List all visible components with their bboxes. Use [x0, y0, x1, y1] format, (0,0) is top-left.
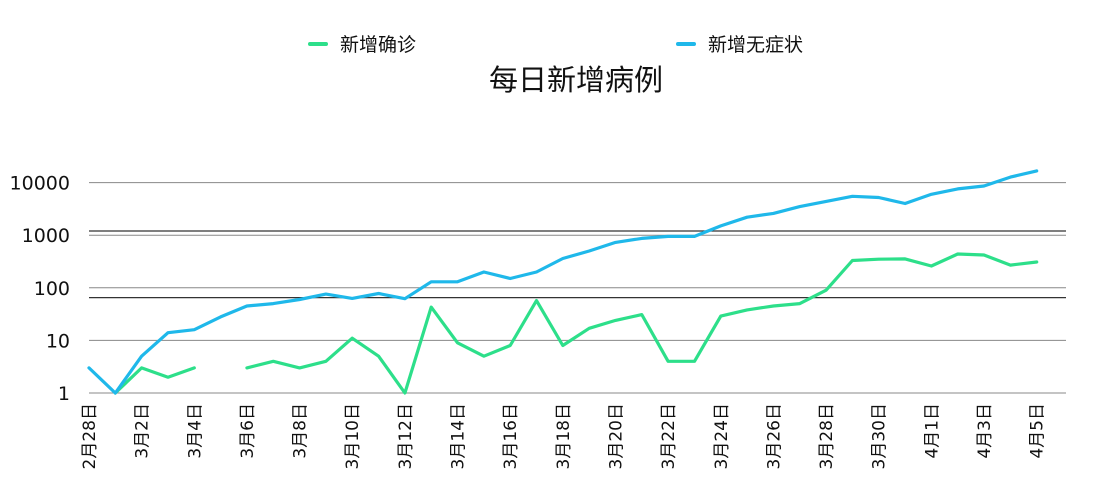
y-tick-label: 1 [58, 383, 70, 405]
y-tick-label: 1000 [22, 225, 70, 247]
x-tick-label: 3月30日 [870, 403, 890, 469]
legend-label-confirmed: 新增确诊 [340, 34, 416, 56]
x-axis-tick-labels: 2月28日 3月2日 3月4日 3月6日 3月8日 3月10日 3月12日 3月14日 3月16… [80, 403, 1048, 469]
legend: 新增确诊 新增无症状 [308, 34, 803, 56]
x-tick-label: 3月24日 [712, 403, 732, 469]
x-tick-label: 2月28日 [80, 403, 100, 469]
gridlines [89, 182, 1066, 394]
x-tick-label: 3月22日 [659, 403, 679, 469]
x-tick-label: 3月4日 [185, 403, 205, 459]
x-tick-label: 3月14日 [449, 403, 469, 469]
series-line-confirmed [113, 252, 1039, 395]
x-tick-label: 4月5日 [1028, 403, 1048, 459]
legend-item-asymptomatic: 新增无症状 [676, 34, 803, 56]
y-axis-tick-labels: 1 10 100 1000 10000 [10, 173, 70, 405]
series-lines [87, 169, 1039, 395]
x-tick-label: 3月8日 [291, 403, 311, 459]
series-line-asymptomatic [87, 169, 1039, 395]
x-tick-label: 3月16日 [501, 403, 521, 469]
x-tick-label: 3月6日 [238, 403, 258, 459]
x-tick-label: 3月2日 [133, 403, 153, 459]
chart-title: 每日新增病例 [489, 63, 663, 97]
legend-item-confirmed: 新增确诊 [308, 34, 416, 56]
x-tick-label: 4月1日 [922, 403, 942, 459]
x-tick-label: 3月26日 [764, 403, 784, 469]
x-tick-label: 3月18日 [554, 403, 574, 469]
y-tick-label: 100 [34, 278, 70, 300]
y-tick-label: 10 [46, 330, 70, 352]
x-tick-label: 3月12日 [396, 403, 416, 469]
x-tick-label: 4月3日 [975, 403, 995, 459]
x-tick-label: 3月20日 [606, 403, 626, 469]
x-tick-label: 3月10日 [343, 403, 363, 469]
y-tick-label: 10000 [10, 173, 70, 195]
reference-lines [89, 230, 1066, 299]
legend-label-asymptomatic: 新增无症状 [708, 34, 803, 56]
x-tick-label: 3月28日 [817, 403, 837, 469]
